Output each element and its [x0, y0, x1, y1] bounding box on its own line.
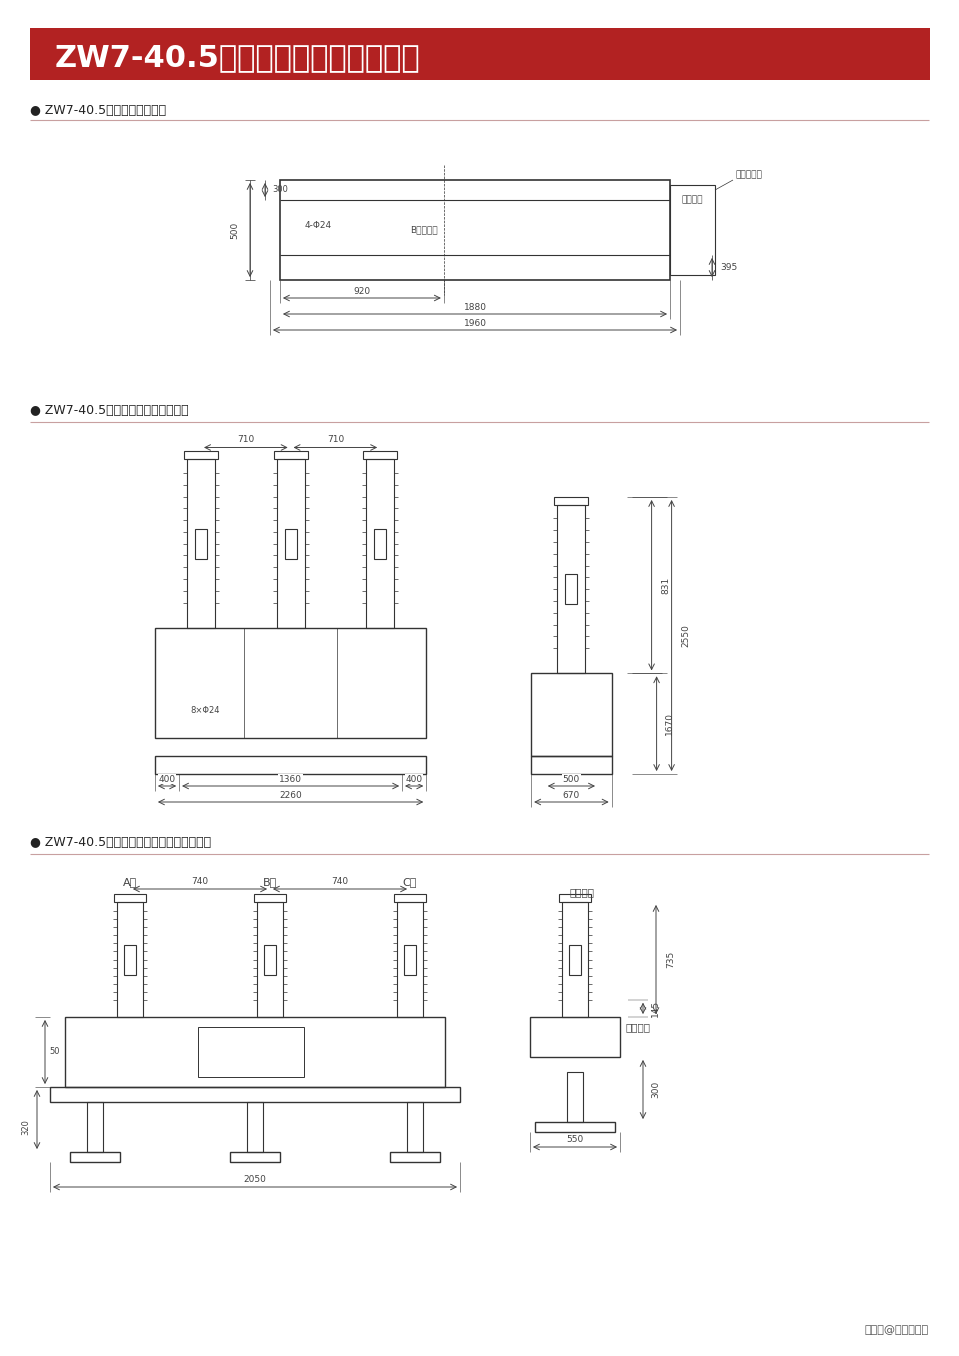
Text: 搜狐号@电气知识享: 搜狐号@电气知识享	[865, 1325, 929, 1336]
Bar	[254, 894, 286, 902]
Bar	[531, 757, 612, 774]
Bar	[195, 529, 207, 559]
Text: 320: 320	[21, 1119, 30, 1135]
Bar	[70, 1153, 120, 1162]
Text: 弹簧机构: 弹簧机构	[681, 195, 703, 205]
Bar	[407, 1102, 423, 1153]
Text: 735: 735	[666, 951, 675, 968]
Bar	[30, 28, 930, 80]
Bar	[198, 1026, 304, 1077]
Bar	[366, 460, 394, 628]
Text: 2050: 2050	[244, 1174, 267, 1184]
Text: 300: 300	[651, 1081, 660, 1098]
Bar	[114, 894, 146, 902]
Bar	[264, 945, 276, 975]
Bar	[559, 894, 591, 902]
Bar	[390, 1153, 440, 1162]
Text: 920: 920	[353, 286, 370, 296]
Text: 2550: 2550	[682, 624, 690, 647]
Bar	[273, 452, 308, 460]
Text: 2260: 2260	[279, 791, 302, 800]
Text: 400: 400	[406, 774, 423, 784]
Text: ● ZW7-40.5断路器安装尺寸图: ● ZW7-40.5断路器安装尺寸图	[30, 103, 166, 117]
Text: 740: 740	[332, 877, 348, 887]
Text: 1880: 1880	[463, 302, 486, 312]
Bar	[285, 529, 296, 559]
Text: 二次出线孔: 二次出线孔	[735, 171, 761, 179]
Bar	[280, 180, 670, 279]
Bar	[257, 902, 283, 1017]
Bar	[117, 902, 143, 1017]
Text: 50: 50	[50, 1047, 60, 1056]
Bar	[187, 460, 215, 628]
Bar	[562, 902, 588, 1017]
Bar	[531, 674, 612, 757]
Bar	[566, 574, 577, 605]
Text: 4-Φ24: 4-Φ24	[305, 221, 332, 229]
Bar	[87, 1102, 103, 1153]
Bar	[557, 504, 585, 674]
Text: 500: 500	[563, 774, 580, 784]
Text: 710: 710	[327, 435, 344, 443]
Text: 831: 831	[662, 576, 670, 594]
Bar	[670, 184, 715, 275]
Text: 145: 145	[651, 999, 660, 1017]
Bar	[247, 1102, 263, 1153]
Bar	[554, 498, 589, 504]
Text: ● ZW7-40.5内置绵缘拉杆断路器外形尺寸图: ● ZW7-40.5内置绵缘拉杆断路器外形尺寸图	[30, 835, 211, 849]
Text: 400: 400	[158, 774, 175, 784]
Bar	[535, 1121, 615, 1132]
Bar	[374, 529, 386, 559]
Bar	[530, 1017, 620, 1056]
Text: B极中心线: B极中心线	[410, 225, 437, 235]
Text: 上进线端: 上进线端	[570, 887, 595, 898]
Text: 300: 300	[272, 186, 288, 194]
Text: ZW7-40.5户外高压交流真空断路器: ZW7-40.5户外高压交流真空断路器	[55, 43, 421, 72]
Bar	[363, 452, 397, 460]
Text: C相: C相	[403, 877, 417, 887]
Text: A相: A相	[123, 877, 137, 887]
Text: 1360: 1360	[279, 774, 302, 784]
Bar	[155, 757, 426, 774]
Text: 710: 710	[237, 435, 254, 443]
Bar	[276, 460, 305, 628]
Bar	[50, 1088, 460, 1102]
Bar	[184, 452, 218, 460]
Text: 500: 500	[230, 221, 240, 239]
Text: 1670: 1670	[665, 712, 673, 735]
Bar	[567, 1073, 583, 1121]
Text: 550: 550	[567, 1135, 584, 1143]
Text: 下出线端: 下出线端	[625, 1022, 650, 1032]
Bar	[124, 945, 136, 975]
Bar	[404, 945, 416, 975]
Text: ● ZW7-40.5中置式断路器外形尺寸图: ● ZW7-40.5中置式断路器外形尺寸图	[30, 404, 189, 416]
Bar	[65, 1017, 445, 1088]
Text: 395: 395	[720, 263, 737, 271]
Bar	[230, 1153, 280, 1162]
Bar	[394, 894, 426, 902]
Text: 1960: 1960	[463, 319, 486, 328]
Text: 8×Φ24: 8×Φ24	[190, 706, 220, 715]
Text: 740: 740	[192, 877, 208, 887]
Bar	[397, 902, 423, 1017]
Text: 670: 670	[563, 791, 580, 800]
Bar	[569, 945, 581, 975]
Bar	[155, 628, 426, 738]
Text: B相: B相	[263, 877, 277, 887]
